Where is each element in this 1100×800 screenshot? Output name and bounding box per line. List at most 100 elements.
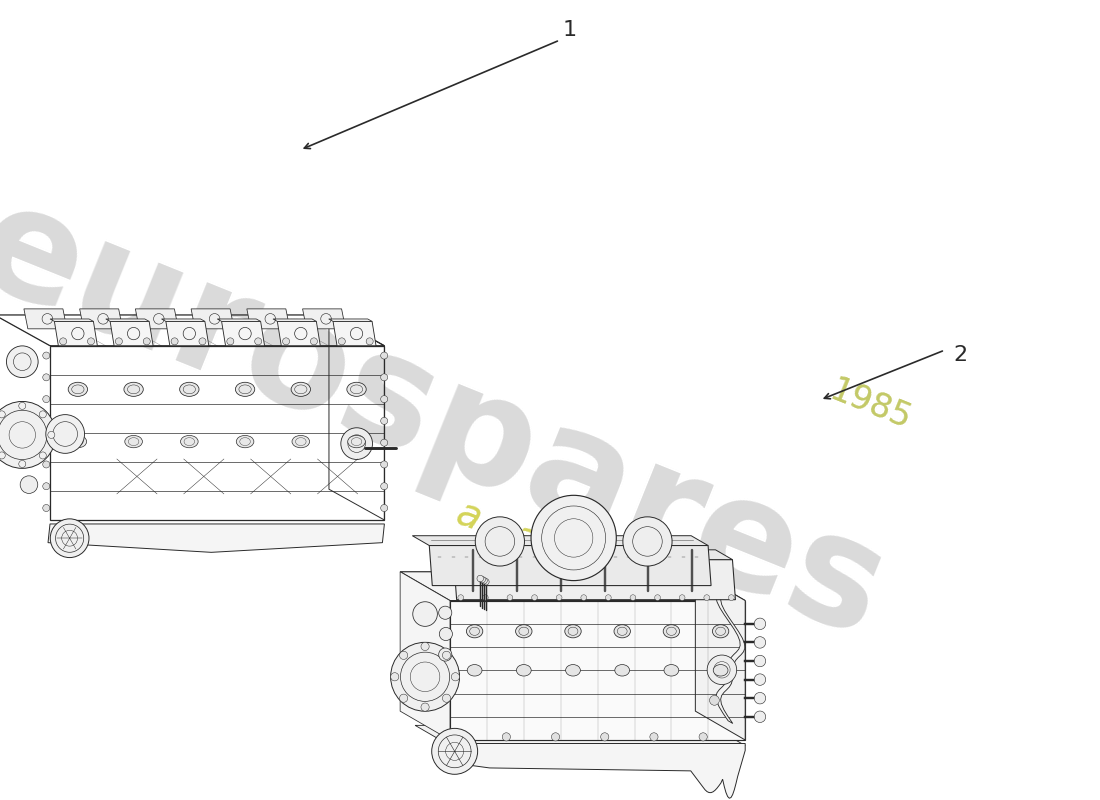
Circle shape bbox=[43, 439, 50, 446]
Ellipse shape bbox=[292, 435, 309, 448]
Ellipse shape bbox=[663, 625, 680, 638]
Circle shape bbox=[439, 648, 452, 661]
Circle shape bbox=[557, 594, 562, 601]
Circle shape bbox=[255, 338, 262, 345]
Circle shape bbox=[381, 461, 387, 468]
Ellipse shape bbox=[346, 382, 366, 396]
Circle shape bbox=[475, 517, 525, 566]
Circle shape bbox=[381, 439, 387, 446]
Circle shape bbox=[366, 338, 373, 345]
Text: 1: 1 bbox=[563, 20, 578, 40]
Polygon shape bbox=[162, 319, 205, 322]
Circle shape bbox=[451, 673, 460, 681]
Circle shape bbox=[601, 733, 609, 741]
Ellipse shape bbox=[235, 382, 255, 396]
Circle shape bbox=[381, 374, 387, 381]
Circle shape bbox=[0, 402, 56, 468]
Polygon shape bbox=[273, 319, 317, 322]
Circle shape bbox=[755, 693, 766, 704]
Circle shape bbox=[755, 674, 766, 686]
Ellipse shape bbox=[292, 382, 310, 396]
Circle shape bbox=[581, 594, 586, 601]
Circle shape bbox=[431, 728, 477, 774]
Text: eurospares: eurospares bbox=[0, 170, 905, 670]
Circle shape bbox=[439, 606, 452, 619]
Circle shape bbox=[453, 733, 461, 741]
Polygon shape bbox=[400, 572, 450, 740]
Circle shape bbox=[46, 414, 85, 454]
Polygon shape bbox=[333, 322, 376, 346]
Circle shape bbox=[531, 495, 616, 581]
Polygon shape bbox=[429, 546, 711, 586]
Circle shape bbox=[7, 346, 39, 378]
Ellipse shape bbox=[68, 382, 88, 396]
Circle shape bbox=[551, 733, 560, 741]
Circle shape bbox=[477, 575, 484, 582]
Circle shape bbox=[654, 594, 660, 601]
Circle shape bbox=[143, 338, 151, 345]
Polygon shape bbox=[110, 322, 153, 346]
Circle shape bbox=[20, 354, 37, 371]
Circle shape bbox=[381, 352, 387, 359]
Ellipse shape bbox=[124, 435, 142, 448]
Circle shape bbox=[728, 594, 734, 601]
Polygon shape bbox=[443, 740, 745, 798]
Ellipse shape bbox=[236, 435, 254, 448]
Polygon shape bbox=[79, 309, 122, 329]
Circle shape bbox=[421, 642, 429, 650]
Polygon shape bbox=[50, 319, 94, 322]
Circle shape bbox=[399, 694, 408, 702]
Circle shape bbox=[531, 594, 538, 601]
Ellipse shape bbox=[69, 435, 87, 448]
Circle shape bbox=[19, 402, 25, 410]
Text: 1985: 1985 bbox=[825, 374, 915, 436]
Circle shape bbox=[43, 374, 50, 381]
Circle shape bbox=[483, 578, 490, 585]
Polygon shape bbox=[412, 536, 708, 546]
Circle shape bbox=[623, 517, 672, 566]
Circle shape bbox=[43, 461, 50, 468]
Circle shape bbox=[481, 578, 487, 584]
Circle shape bbox=[341, 428, 373, 459]
Ellipse shape bbox=[564, 625, 581, 638]
Ellipse shape bbox=[124, 382, 143, 396]
Circle shape bbox=[478, 576, 485, 583]
Polygon shape bbox=[221, 322, 265, 346]
Circle shape bbox=[19, 461, 25, 467]
Circle shape bbox=[507, 594, 513, 601]
Circle shape bbox=[0, 452, 6, 459]
Circle shape bbox=[0, 411, 6, 418]
Text: a passion for...: a passion for... bbox=[451, 494, 728, 636]
Circle shape bbox=[381, 418, 387, 425]
Polygon shape bbox=[166, 322, 209, 346]
Circle shape bbox=[43, 505, 50, 511]
Circle shape bbox=[20, 476, 37, 494]
Circle shape bbox=[339, 338, 345, 345]
Polygon shape bbox=[302, 309, 345, 329]
Circle shape bbox=[704, 594, 710, 601]
Polygon shape bbox=[54, 322, 98, 346]
Ellipse shape bbox=[664, 665, 679, 676]
Polygon shape bbox=[277, 322, 320, 346]
Circle shape bbox=[605, 594, 612, 601]
Polygon shape bbox=[191, 309, 234, 329]
Ellipse shape bbox=[516, 665, 531, 676]
Circle shape bbox=[88, 338, 95, 345]
Circle shape bbox=[439, 627, 452, 641]
Circle shape bbox=[650, 733, 658, 741]
Circle shape bbox=[199, 338, 206, 345]
Circle shape bbox=[381, 395, 387, 402]
Circle shape bbox=[283, 338, 289, 345]
Ellipse shape bbox=[615, 665, 629, 676]
Circle shape bbox=[43, 482, 50, 490]
Circle shape bbox=[412, 602, 438, 626]
Polygon shape bbox=[217, 319, 261, 322]
Polygon shape bbox=[24, 309, 67, 329]
Circle shape bbox=[680, 594, 685, 601]
Circle shape bbox=[172, 338, 178, 345]
Polygon shape bbox=[695, 572, 745, 740]
Polygon shape bbox=[329, 319, 372, 322]
Polygon shape bbox=[246, 309, 289, 329]
Circle shape bbox=[51, 519, 89, 558]
Circle shape bbox=[503, 733, 510, 741]
